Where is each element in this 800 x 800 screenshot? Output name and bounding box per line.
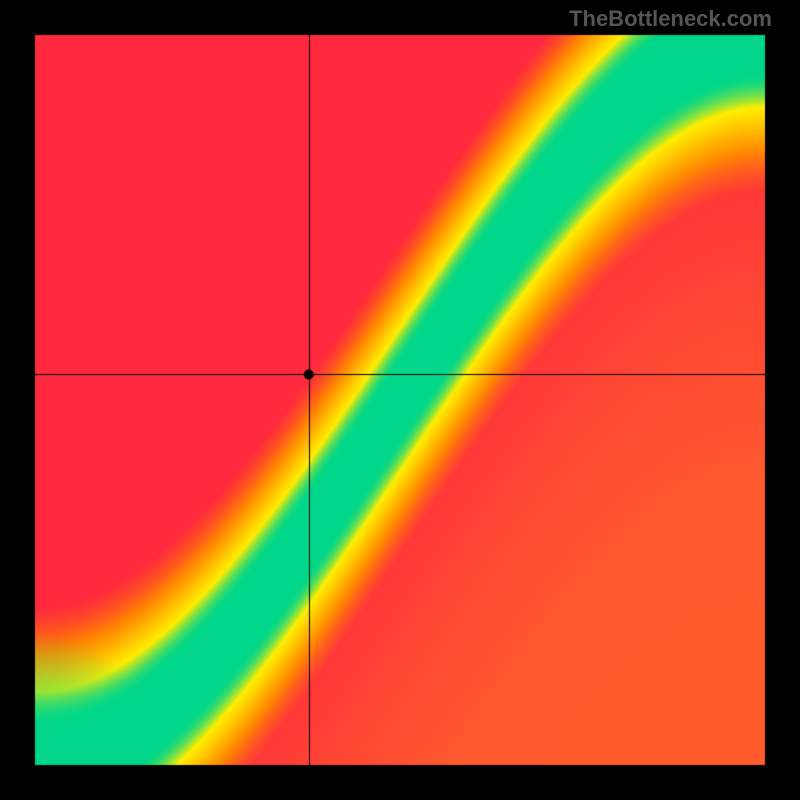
bottleneck-heatmap — [0, 0, 800, 800]
watermark-text: TheBottleneck.com — [569, 6, 772, 32]
chart-container: TheBottleneck.com — [0, 0, 800, 800]
